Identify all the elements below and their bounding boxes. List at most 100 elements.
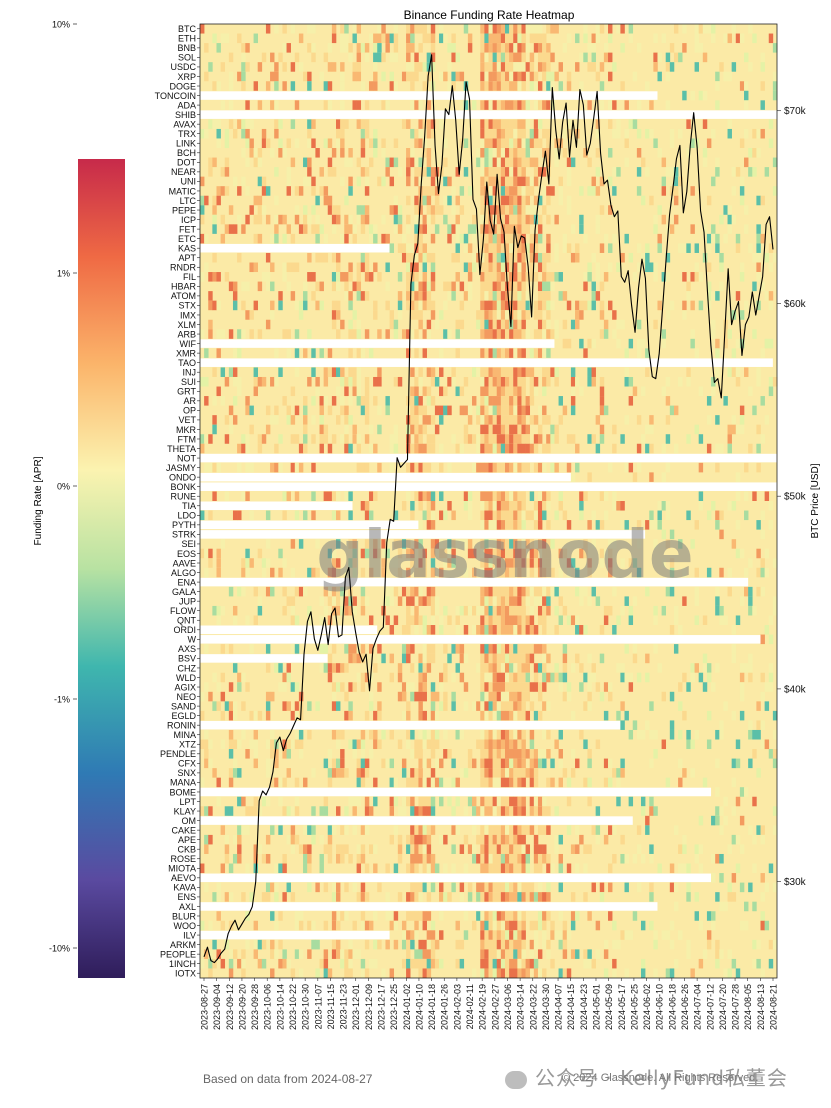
heatmap-cell (451, 548, 456, 559)
heatmap-cell (422, 405, 427, 416)
heatmap-cell (591, 33, 596, 44)
heatmap-cell (591, 176, 596, 187)
heatmap-cell (744, 510, 749, 521)
heatmap-cell (628, 729, 634, 740)
heatmap-cell (265, 882, 271, 893)
heatmap-cell (517, 663, 522, 673)
heatmap-cell (665, 100, 671, 110)
heatmap-cell (352, 949, 357, 959)
heatmap-cell (521, 148, 526, 158)
heatmap-cell (504, 586, 510, 597)
heatmap-cell (739, 548, 745, 559)
heatmap-cell (232, 615, 238, 626)
heatmap-cell (245, 548, 250, 559)
heatmap-cell (484, 405, 489, 416)
heatmap-cell (517, 844, 522, 854)
heatmap-cell (661, 338, 667, 349)
row-label: TONCOIN (155, 91, 196, 101)
heatmap-cell (492, 386, 498, 397)
heatmap-cell (245, 214, 250, 225)
heatmap-cell (504, 195, 510, 206)
heatmap-cell (319, 853, 324, 864)
heatmap-cell (377, 462, 382, 473)
heatmap-cell (504, 33, 510, 44)
heatmap-cell (331, 272, 337, 282)
heatmap-cell (323, 81, 329, 91)
heatmap-cell (521, 224, 526, 234)
heatmap-cell (504, 214, 510, 225)
heatmap-cell (459, 844, 465, 854)
heatmap-cell (603, 272, 609, 282)
heatmap-cell (352, 796, 357, 807)
heatmap-cell (579, 300, 584, 311)
heatmap-cell (488, 663, 493, 673)
heatmap-cell (447, 548, 452, 559)
heatmap-cell (537, 949, 543, 959)
heatmap-cell (439, 958, 444, 969)
heatmap-cell (492, 939, 498, 950)
heatmap-cell (360, 81, 366, 91)
heatmap-cell (715, 100, 720, 110)
heatmap-cell (241, 958, 246, 969)
heatmap-cell (327, 348, 333, 358)
heatmap-cell (253, 949, 258, 959)
heatmap-cell (678, 758, 683, 769)
heatmap-cell (397, 672, 403, 683)
heatmap-cell (418, 834, 423, 845)
heatmap-cell (245, 43, 250, 53)
heatmap-cell (608, 462, 613, 473)
heatmap-cell (294, 262, 300, 273)
heatmap-cell (356, 434, 362, 444)
heatmap-cell (311, 138, 316, 149)
heatmap-cell (253, 710, 258, 721)
heatmap-cell (546, 100, 551, 110)
heatmap-cell (542, 729, 547, 740)
heatmap-cell (513, 214, 518, 225)
heatmap-cell (620, 252, 625, 263)
heatmap-cell (397, 853, 403, 864)
heatmap-cell (270, 567, 275, 578)
heatmap-cell (504, 367, 510, 377)
x-tick-label: 2024-06-02 (642, 984, 652, 1030)
heatmap-cell (430, 768, 436, 778)
heatmap-cell (533, 100, 539, 110)
heatmap-cell (270, 825, 275, 835)
heatmap-cell (228, 968, 234, 978)
heatmap-cell (356, 281, 362, 292)
btc-price-axis-label: BTC Price [USD] (810, 463, 821, 538)
heatmap-cell (340, 949, 345, 959)
heatmap-cell (678, 682, 683, 692)
x-tick-label: 2024-02-03 (452, 984, 462, 1030)
heatmap-cell (303, 853, 308, 864)
heatmap-cell (439, 882, 444, 893)
heatmap-cell (241, 491, 246, 501)
heatmap-cell (430, 367, 436, 377)
heatmap-cell (422, 558, 427, 568)
heatmap-cell (422, 920, 427, 931)
heatmap-cell (385, 300, 390, 311)
heatmap-cell (616, 319, 621, 330)
heatmap-cell (706, 415, 712, 425)
heatmap-cell (566, 863, 572, 874)
heatmap-cell (748, 586, 753, 597)
heatmap-cell (496, 119, 502, 129)
heatmap-cell (356, 376, 362, 387)
heatmap-cell (216, 43, 221, 53)
heatmap-cell (731, 625, 737, 635)
heatmap-cell (517, 653, 522, 664)
heatmap-cell (389, 586, 395, 597)
heatmap-cell (492, 749, 498, 759)
heatmap-cell (356, 386, 362, 397)
heatmap-cell (212, 205, 217, 215)
heatmap-cell (509, 214, 514, 225)
heatmap-cell (529, 386, 535, 397)
heatmap-cell (550, 71, 555, 82)
heatmap-cell (509, 205, 514, 215)
heatmap-cell (208, 157, 213, 168)
heatmap-cell (682, 90, 687, 101)
heatmap-cell (608, 911, 613, 921)
heatmap-cell (591, 672, 596, 683)
heatmap-cell (760, 672, 765, 683)
row-label: TRX (178, 129, 196, 139)
heatmap-cell (286, 329, 291, 339)
